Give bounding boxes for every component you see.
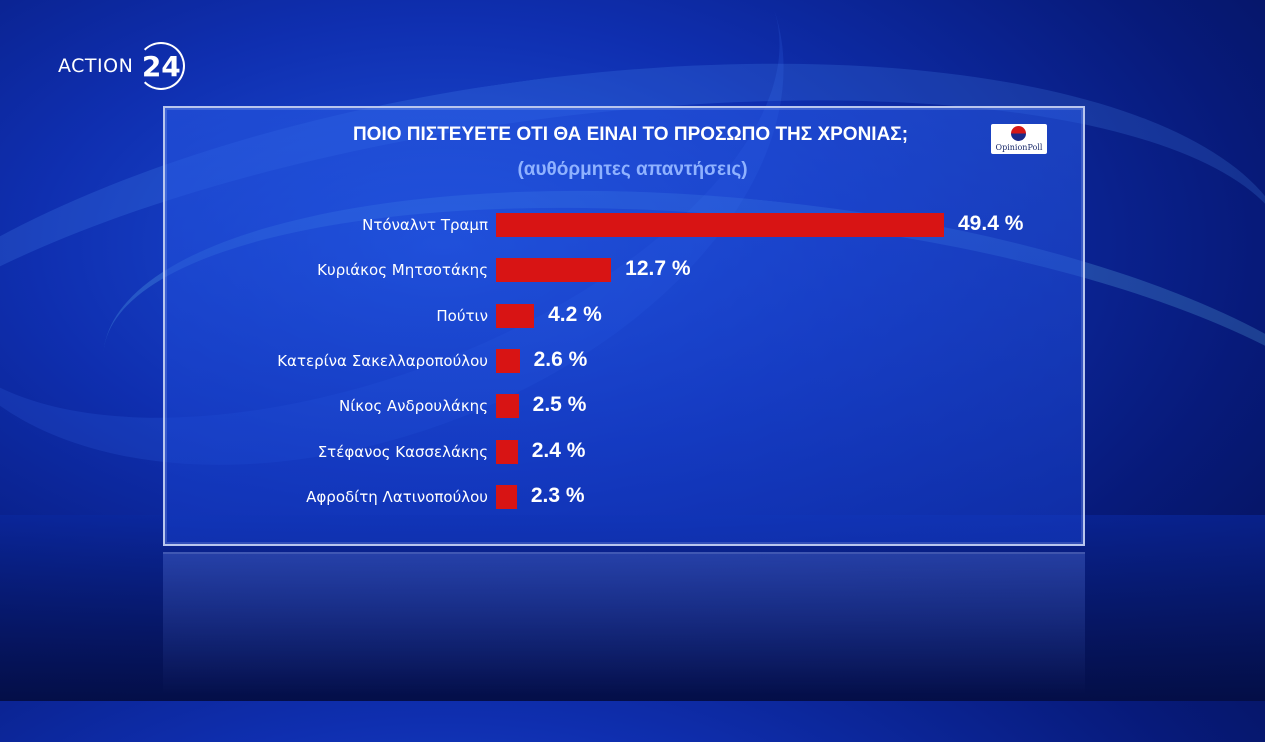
chart-panel: [163, 106, 1085, 546]
bar-chart: Ντόναλντ Τραμπ 49.4 % Κυριάκος Μητσοτάκης 1…: [277, 212, 1024, 509]
category-label: Κατερίνα Σακελλαροπούλου: [277, 351, 488, 370]
value-label: 12.7 %: [625, 257, 691, 281]
value-label: 2.4 %: [531, 438, 586, 462]
bar: [496, 303, 535, 328]
channel-logo: ACTION 24: [58, 42, 186, 90]
studio-floor: [0, 515, 1265, 701]
bar: [496, 394, 519, 419]
category-label: Νίκος Ανδρουλάκης: [339, 397, 488, 416]
category-label: Πούτιν: [436, 306, 488, 325]
chart-title: ΠΟΙΟ ΠΙΣΤΕΥΕΤΕ ΟΤΙ ΘΑ ΕΙΝΑΙ ΤΟ ΠΡΟΣΩΠΟ Τ…: [0, 124, 1265, 146]
panel-reflection: [163, 552, 1085, 694]
bar: [496, 213, 944, 237]
logo-number: 24: [137, 42, 186, 90]
value-label: 2.5 %: [532, 393, 587, 417]
logo-text: ACTION: [58, 55, 134, 77]
opinionpoll-logo-text: OpinionPoll: [995, 143, 1043, 152]
value-label: 4.2 %: [548, 302, 602, 326]
bar: [496, 348, 520, 373]
category-label: Κυριάκος Μητσοτάκης: [317, 261, 488, 280]
category-label: Αφροδίτη Λατινοπούλου: [306, 487, 488, 506]
bar: [496, 484, 517, 509]
category-label: Ντόναλντ Τραμπ: [362, 216, 488, 234]
bar: [496, 439, 518, 464]
value-label: 2.6 %: [533, 347, 588, 371]
opinionpoll-logo: OpinionPoll: [991, 124, 1047, 154]
value-label: 49.4 %: [958, 212, 1024, 235]
bar: [496, 258, 612, 283]
value-label: 2.3 %: [530, 483, 585, 507]
chart-subtitle: (αυθόρμητες απαντήσεις): [517, 159, 748, 180]
category-label: Στέφανος Κασσελάκης: [317, 442, 488, 461]
chart-title-text: ΠΟΙΟ ΠΙΣΤΕΥΕΤΕ ΟΤΙ ΘΑ ΕΙΝΑΙ ΤΟ ΠΡΟΣΩΠΟ Τ…: [352, 124, 909, 145]
opinionpoll-logo-icon: [1011, 126, 1026, 141]
